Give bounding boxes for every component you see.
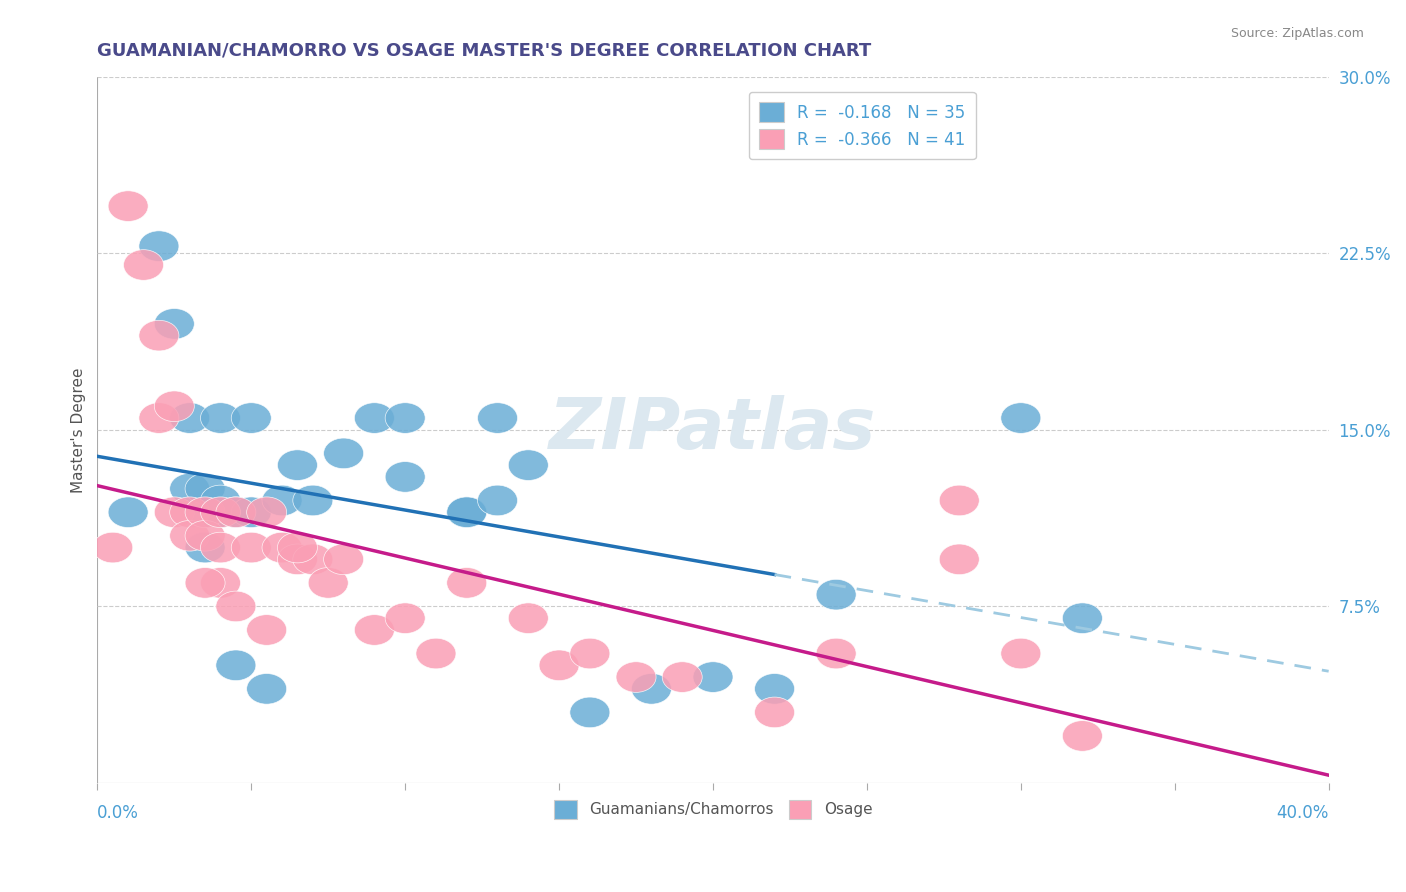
Ellipse shape xyxy=(1001,402,1040,434)
Ellipse shape xyxy=(478,485,517,516)
Ellipse shape xyxy=(170,497,209,527)
Ellipse shape xyxy=(155,391,194,422)
Ellipse shape xyxy=(201,533,240,563)
Ellipse shape xyxy=(139,320,179,351)
Ellipse shape xyxy=(277,533,318,563)
Ellipse shape xyxy=(569,638,610,669)
Ellipse shape xyxy=(186,567,225,599)
Ellipse shape xyxy=(170,474,209,504)
Ellipse shape xyxy=(385,461,425,492)
Ellipse shape xyxy=(509,450,548,481)
Ellipse shape xyxy=(755,673,794,704)
Ellipse shape xyxy=(354,615,395,645)
Ellipse shape xyxy=(246,497,287,527)
Ellipse shape xyxy=(447,567,486,599)
Ellipse shape xyxy=(217,497,256,527)
Ellipse shape xyxy=(231,533,271,563)
Ellipse shape xyxy=(616,662,657,692)
Ellipse shape xyxy=(385,402,425,434)
Ellipse shape xyxy=(292,485,333,516)
Y-axis label: Master's Degree: Master's Degree xyxy=(72,368,86,492)
Ellipse shape xyxy=(186,497,225,527)
Ellipse shape xyxy=(538,650,579,681)
Ellipse shape xyxy=(662,662,702,692)
Ellipse shape xyxy=(170,402,209,434)
Ellipse shape xyxy=(186,497,225,527)
Ellipse shape xyxy=(262,533,302,563)
Text: GUAMANIAN/CHAMORRO VS OSAGE MASTER'S DEGREE CORRELATION CHART: GUAMANIAN/CHAMORRO VS OSAGE MASTER'S DEG… xyxy=(97,42,872,60)
Legend: Guamanians/Chamorros, Osage: Guamanians/Chamorros, Osage xyxy=(547,794,879,825)
Ellipse shape xyxy=(755,697,794,728)
Ellipse shape xyxy=(815,638,856,669)
Ellipse shape xyxy=(1063,721,1102,751)
Ellipse shape xyxy=(170,520,209,551)
Ellipse shape xyxy=(569,697,610,728)
Text: ZIPatlas: ZIPatlas xyxy=(550,395,877,465)
Ellipse shape xyxy=(231,497,271,527)
Ellipse shape xyxy=(246,615,287,645)
Ellipse shape xyxy=(1063,603,1102,633)
Ellipse shape xyxy=(815,579,856,610)
Ellipse shape xyxy=(217,650,256,681)
Text: 40.0%: 40.0% xyxy=(1277,805,1329,822)
Ellipse shape xyxy=(186,520,225,551)
Ellipse shape xyxy=(124,250,163,280)
Ellipse shape xyxy=(308,567,349,599)
Ellipse shape xyxy=(201,497,240,527)
Ellipse shape xyxy=(509,603,548,633)
Ellipse shape xyxy=(155,309,194,339)
Ellipse shape xyxy=(939,485,979,516)
Ellipse shape xyxy=(139,231,179,261)
Ellipse shape xyxy=(277,450,318,481)
Ellipse shape xyxy=(292,544,333,574)
Ellipse shape xyxy=(631,673,672,704)
Ellipse shape xyxy=(155,497,194,527)
Ellipse shape xyxy=(939,544,979,574)
Ellipse shape xyxy=(385,603,425,633)
Ellipse shape xyxy=(93,533,132,563)
Ellipse shape xyxy=(246,673,287,704)
Ellipse shape xyxy=(478,402,517,434)
Ellipse shape xyxy=(354,402,395,434)
Ellipse shape xyxy=(447,497,486,527)
Ellipse shape xyxy=(1001,638,1040,669)
Ellipse shape xyxy=(139,402,179,434)
Ellipse shape xyxy=(108,497,148,527)
Ellipse shape xyxy=(108,191,148,221)
Ellipse shape xyxy=(201,497,240,527)
Text: Source: ZipAtlas.com: Source: ZipAtlas.com xyxy=(1230,27,1364,40)
Ellipse shape xyxy=(201,567,240,599)
Ellipse shape xyxy=(217,591,256,622)
Ellipse shape xyxy=(201,485,240,516)
Ellipse shape xyxy=(231,402,271,434)
Ellipse shape xyxy=(217,497,256,527)
Text: 0.0%: 0.0% xyxy=(97,805,139,822)
Ellipse shape xyxy=(693,662,733,692)
Ellipse shape xyxy=(201,402,240,434)
Ellipse shape xyxy=(186,533,225,563)
Ellipse shape xyxy=(186,474,225,504)
Ellipse shape xyxy=(416,638,456,669)
Ellipse shape xyxy=(262,485,302,516)
Ellipse shape xyxy=(323,544,364,574)
Ellipse shape xyxy=(277,544,318,574)
Ellipse shape xyxy=(447,497,486,527)
Ellipse shape xyxy=(323,438,364,468)
